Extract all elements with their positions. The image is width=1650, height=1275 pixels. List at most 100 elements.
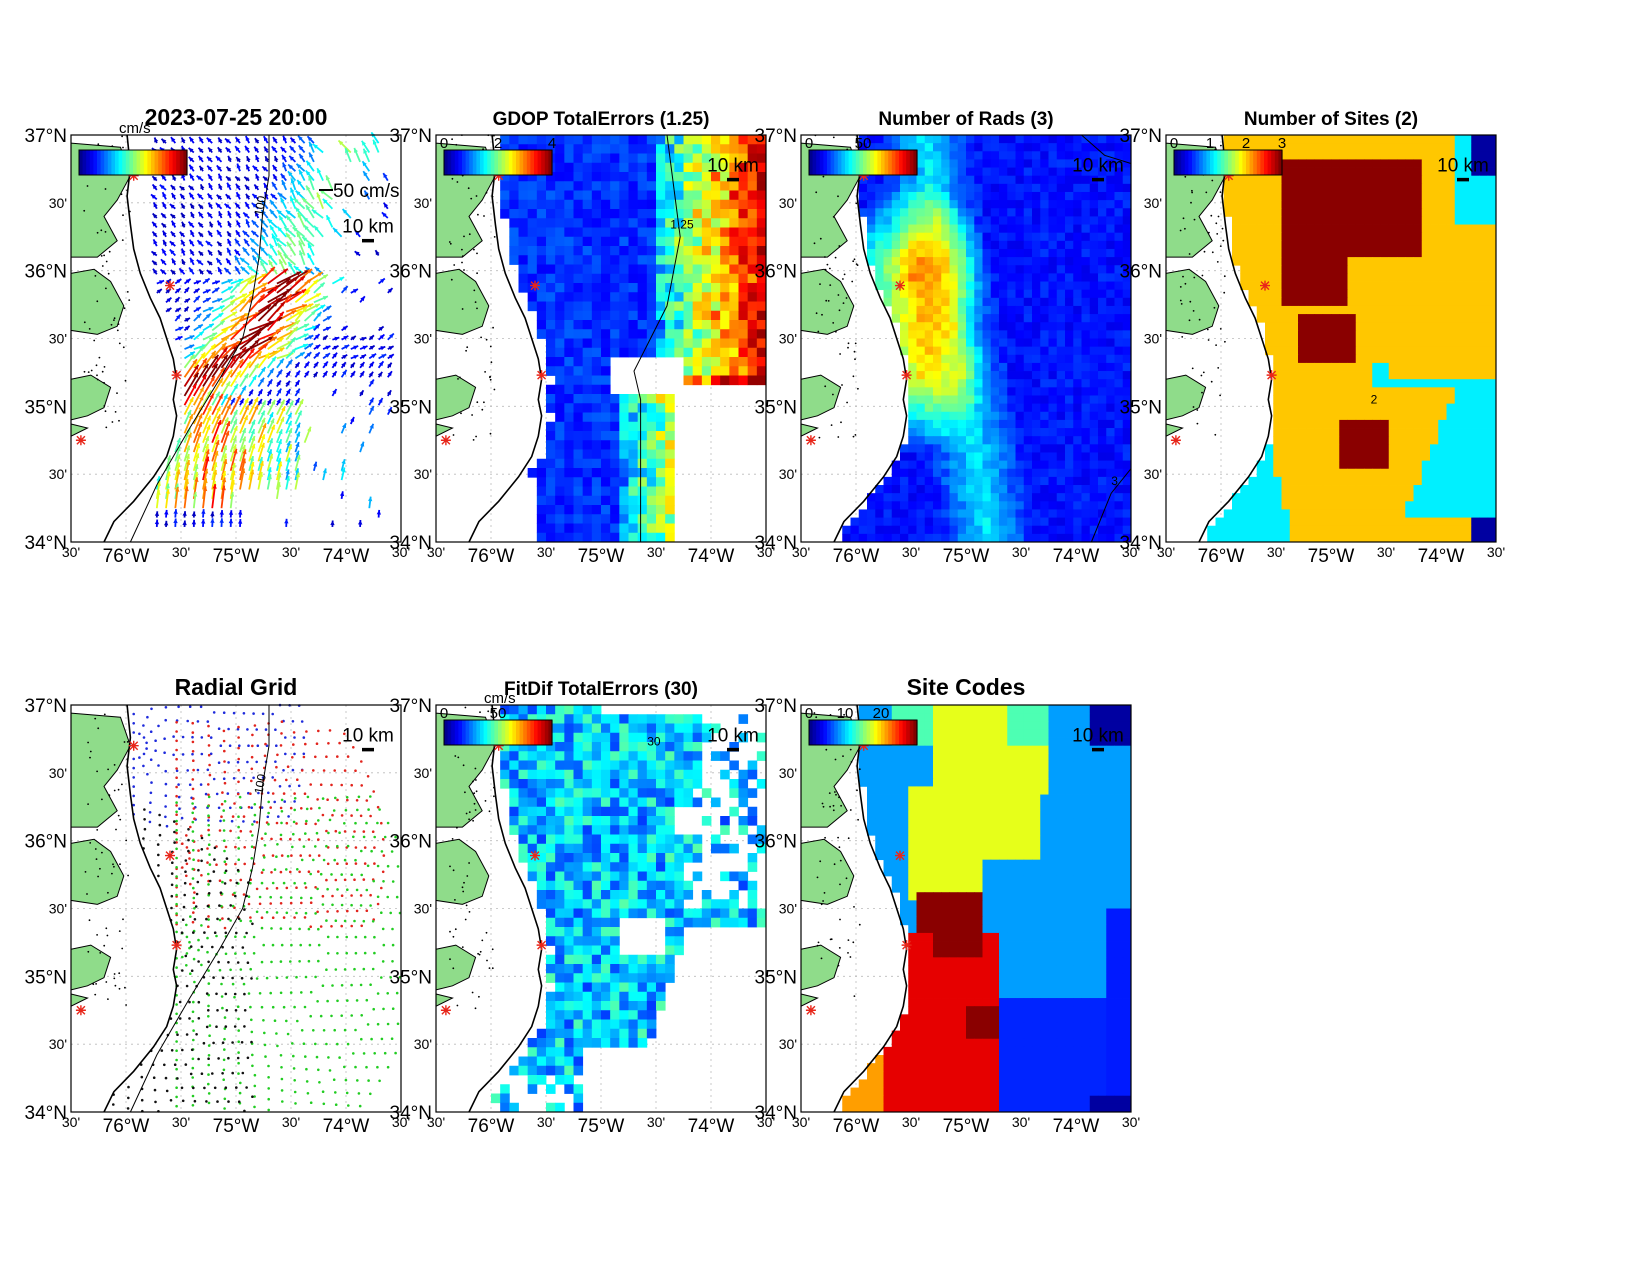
data-cell [982,175,992,185]
data-cell [1015,362,1025,372]
data-cell [701,199,712,210]
data-cell [891,224,901,234]
colorbar-swatch [505,150,510,175]
data-cell [883,240,893,250]
data-cell [1339,232,1348,242]
shoreline-dot [103,405,106,407]
current-vector-head [372,139,377,145]
data-cell [908,297,917,307]
data-cell [1106,354,1115,364]
data-cell [1388,167,1398,177]
data-cell [1331,208,1340,217]
data-cell [747,347,758,358]
data-cell [1281,257,1291,266]
data-cell [1240,216,1249,225]
current-vector-head [195,280,201,285]
data-cell [1463,281,1472,291]
data-cell [656,190,666,201]
current-vector-head [271,233,276,239]
shoreline-dot [818,436,821,439]
data-cell [1380,224,1390,234]
data-cell [1015,167,1025,177]
data-cell [1114,354,1124,364]
shoreline-dot [100,229,103,232]
data-cell [1240,257,1249,266]
data-cell [701,357,712,367]
lon-tick-label: 74°W [323,546,370,567]
data-cell [711,283,721,293]
data-cell [916,143,926,152]
data-cell [966,143,975,152]
data-cell [974,371,983,380]
data-cell [738,209,749,219]
data-cell [974,330,983,339]
data-cell [1122,216,1132,225]
current-vector-head [254,404,259,410]
data-cell [1454,257,1464,266]
data-cell [1298,159,1307,168]
data-cell [966,208,975,217]
data-cell [1479,240,1489,250]
current-vector-head [342,354,348,359]
data-cell [1023,444,1033,453]
data-cell [875,517,884,527]
shoreline-dot [103,366,106,368]
data-cell [729,292,739,302]
current-vector-head [277,250,282,256]
data-cell [656,199,666,210]
data-cell [610,431,620,441]
data-cell [891,476,901,486]
data-cell [949,533,959,543]
data-cell [908,232,917,242]
data-cell [1306,200,1315,209]
data-cell [1098,509,1107,518]
data-cell [1388,216,1398,225]
data-cell [1289,257,1299,266]
data-cell [1114,452,1124,461]
data-cell [756,209,767,219]
data-cell [692,162,703,173]
current-vector-head [261,273,267,278]
data-cell [711,338,721,349]
data-cell [601,375,611,386]
data-cell [573,394,584,404]
data-cell [1273,200,1282,209]
current-vector-head [308,335,314,340]
data-cell [990,322,1000,331]
data-cell [1405,167,1414,177]
data-cell [1073,346,1082,356]
data-cell [1040,297,1049,307]
data-cell [1015,525,1025,535]
data-cell [1023,248,1033,258]
data-cell [711,301,721,312]
data-cell [957,395,967,405]
data-cell [957,346,967,356]
data-cell [1114,305,1124,315]
data-cell [1454,265,1464,274]
data-cell [941,208,950,217]
data-cell [665,135,675,145]
current-vector-head [172,175,177,181]
current-vector-head [236,192,241,198]
data-cell [1023,240,1033,250]
data-cell [756,338,767,349]
current-vector-head [309,152,314,158]
current-vector-head [369,335,374,340]
data-cell [628,440,639,450]
data-cell [564,264,574,275]
data-cell [1298,143,1307,152]
current-vector-head [288,171,293,177]
data-cell [555,227,565,238]
data-cell [1454,216,1464,225]
colorbar-swatch [82,150,87,175]
colorbar-swatch [447,150,452,175]
data-cell [900,208,909,217]
data-cell [601,449,611,460]
data-cell [692,227,703,238]
data-cell [546,532,556,543]
data-cell [1007,281,1016,291]
data-cell [999,362,1008,372]
data-cell [601,394,611,404]
data-cell [974,314,983,323]
data-cell [933,493,942,502]
